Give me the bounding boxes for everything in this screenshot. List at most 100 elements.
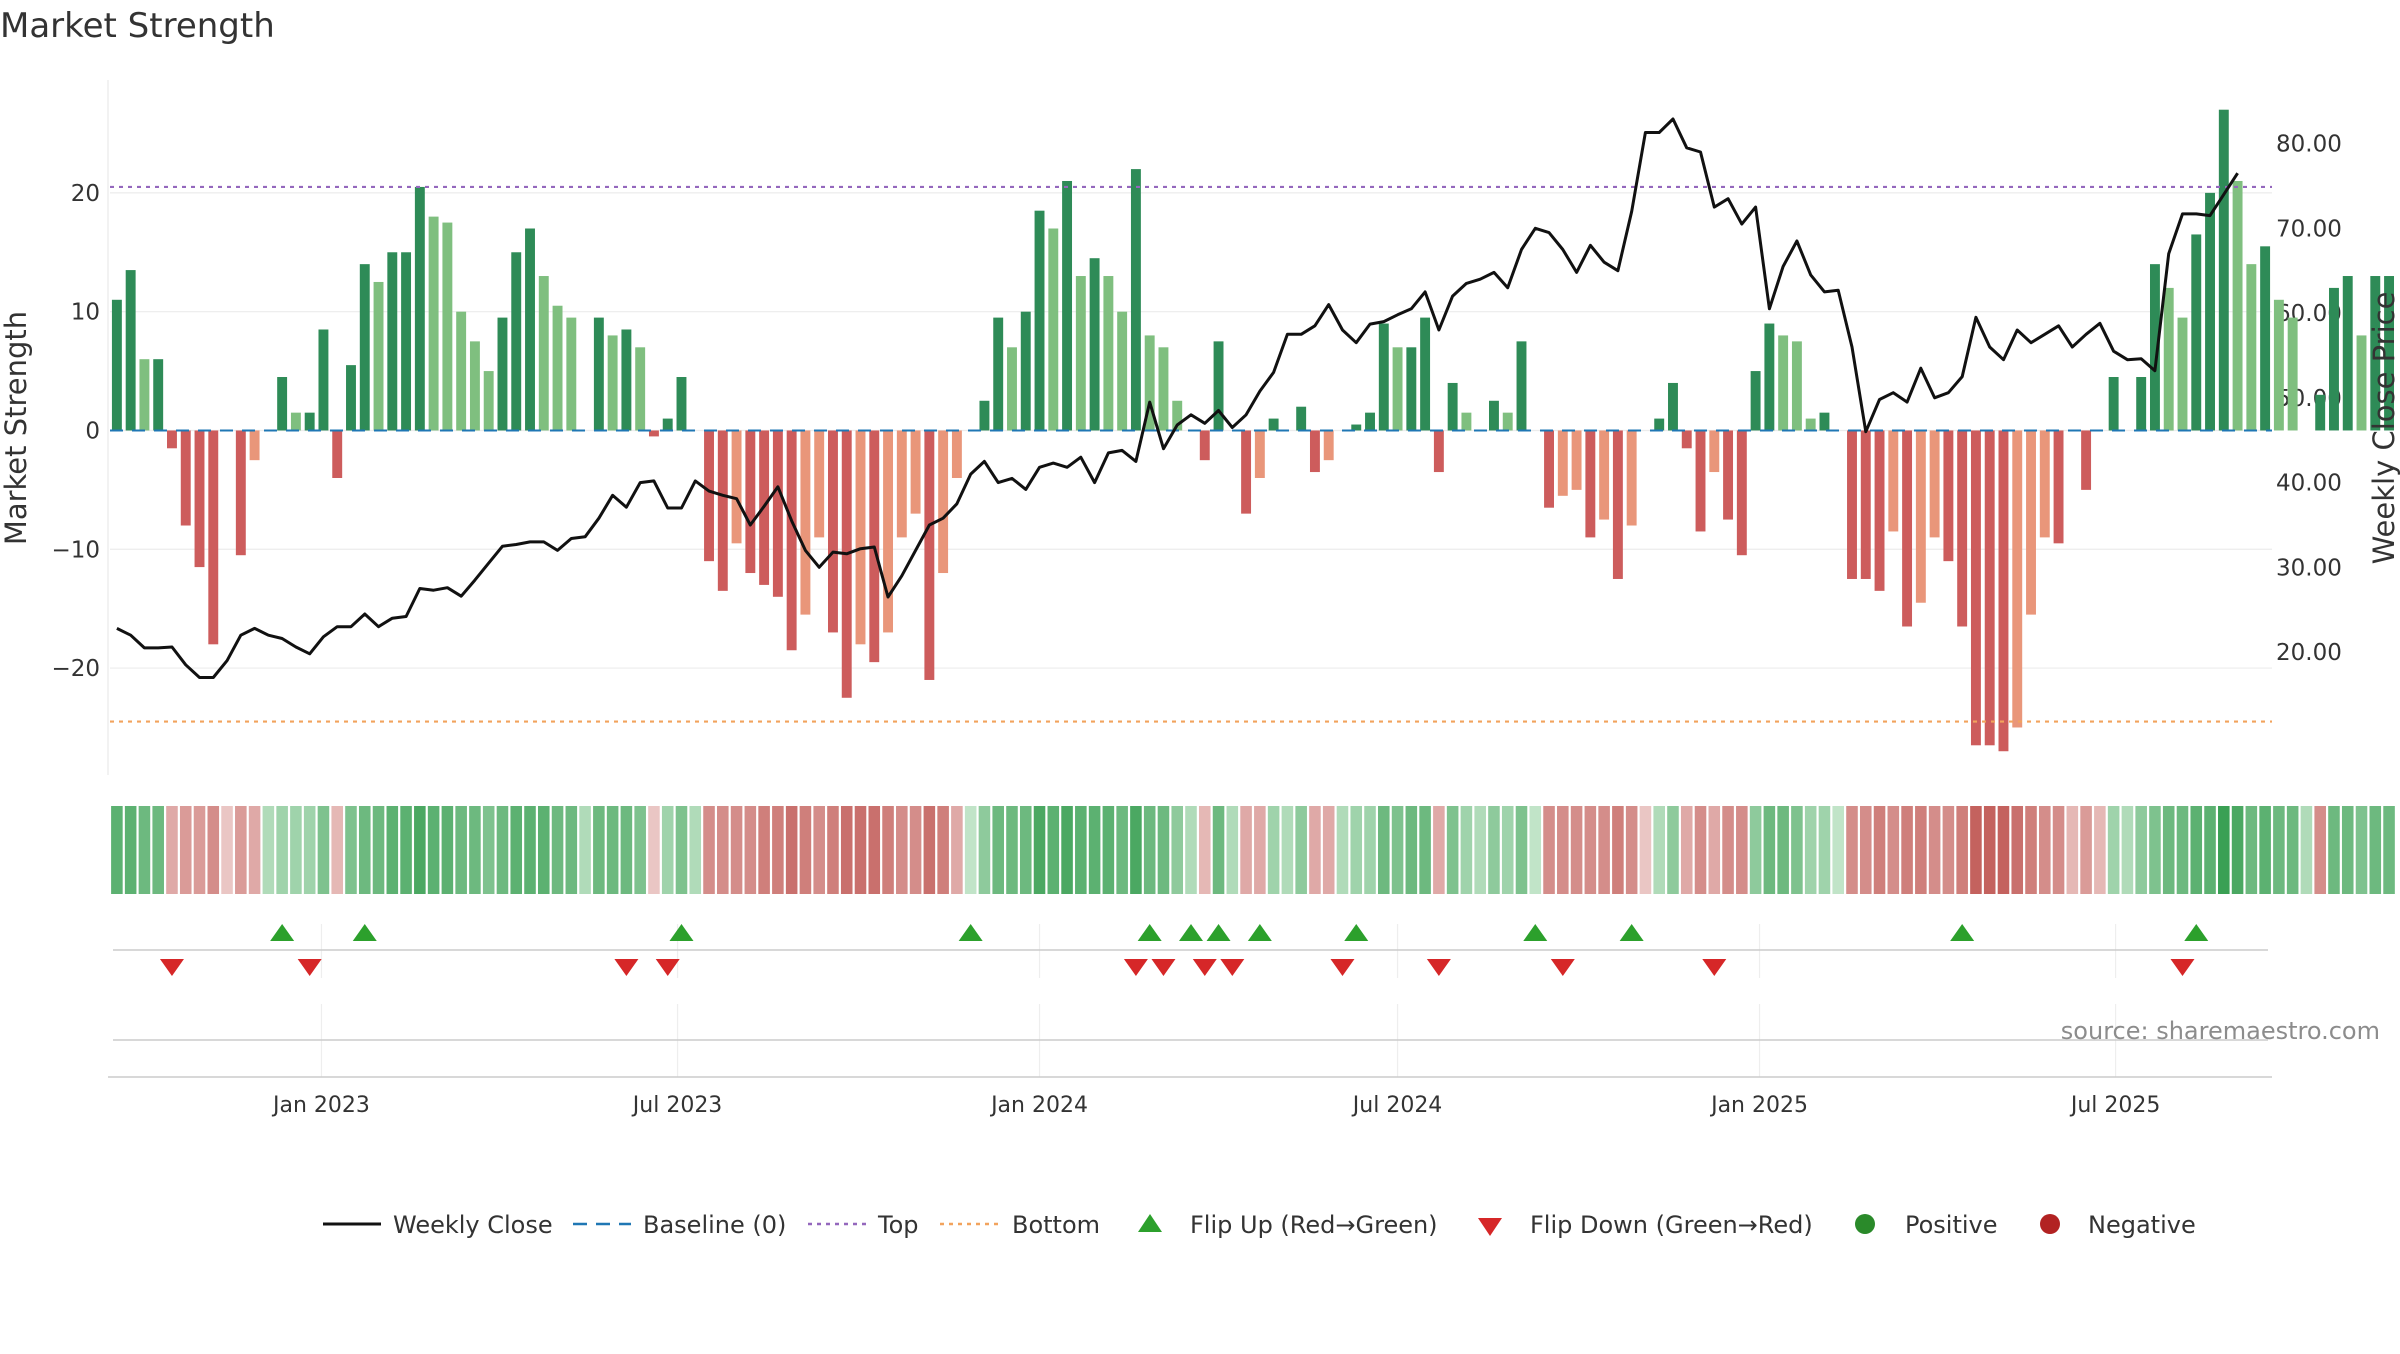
heat-cell (579, 806, 591, 894)
heat-cell (1405, 806, 1418, 894)
heat-cell (1171, 806, 1184, 894)
heat-cell (2218, 806, 2230, 894)
flip-down-marker (1550, 959, 1575, 976)
heat-cell (1942, 806, 1955, 894)
flip-panel-gridlines (320, 924, 2117, 978)
flip-down-marker (614, 959, 639, 976)
strength-bar (1805, 418, 1816, 431)
strength-bar (2287, 317, 2298, 431)
heat-cell (1474, 806, 1486, 894)
left-tick-label: −10 (51, 537, 100, 563)
heat-cell (882, 806, 894, 894)
strength-bar (1750, 371, 1761, 431)
flip-down-marker (1330, 959, 1355, 976)
flip-up-marker (669, 924, 694, 941)
flip-down-marker (655, 959, 680, 976)
heat-cell (1625, 806, 1638, 894)
heat-cell (648, 806, 660, 894)
legend-item-positive: Positive (1855, 1211, 1998, 1239)
heat-cell (1667, 806, 1679, 894)
heat-cell (345, 806, 357, 894)
heat-cell (1391, 806, 1404, 894)
strength-bar (1860, 430, 1871, 579)
flip-up-marker (1206, 924, 1231, 941)
strength-bar (1406, 347, 1417, 431)
strength-bar (525, 228, 535, 431)
strength-bar (290, 412, 301, 431)
strength-bar (442, 222, 453, 431)
flip-markers-panel (113, 924, 2268, 978)
strength-bar (332, 430, 343, 478)
heat-cell (207, 806, 220, 894)
strength-bar (841, 430, 852, 698)
flip-down-marker (2170, 959, 2195, 976)
strength-bar (497, 317, 508, 431)
heat-cell (1446, 806, 1459, 894)
heat-cell (1915, 806, 1927, 894)
flip-up-marker (352, 924, 377, 941)
heat-cell (1543, 806, 1555, 894)
strength-bar (676, 377, 687, 431)
strength-bar (2149, 264, 2160, 431)
legend-label-bottom: Bottom (1012, 1211, 1100, 1239)
strength-bar (1791, 341, 1802, 431)
heat-cell (2149, 806, 2161, 894)
heat-cell (1033, 806, 1046, 894)
legend-label-flip-down: Flip Down (Green→Red) (1530, 1211, 1813, 1239)
heat-cell (2080, 806, 2092, 894)
heat-cell (1075, 806, 1087, 894)
heat-cell (1598, 806, 1610, 894)
strength-bar (235, 430, 246, 556)
strength-bar (1668, 382, 1678, 431)
heat-cell (1653, 806, 1665, 894)
strength-bar (2163, 287, 2174, 431)
strength-bar (979, 400, 990, 431)
date-tick-label: Jul 2025 (2069, 1093, 2161, 1118)
strength-bar (938, 430, 949, 574)
heat-cell (1460, 806, 1473, 894)
flip-down-marker (297, 959, 322, 976)
strength-bar (1089, 258, 1100, 431)
heat-cell (1873, 806, 1886, 894)
strength-bar (1213, 341, 1224, 431)
heat-cell (262, 806, 275, 894)
strength-bar (648, 430, 659, 437)
heat-cell (1846, 806, 1858, 894)
strength-bar (1516, 341, 1527, 431)
strength-bar (1323, 430, 1334, 461)
heat-cell (772, 806, 784, 894)
strength-bar (2273, 299, 2284, 431)
legend-flip-down-icon (1478, 1218, 1502, 1236)
heat-cell (2328, 806, 2340, 894)
strength-bar (167, 430, 177, 449)
left-tick-label: 10 (71, 300, 100, 326)
legend-item-bottom: Bottom (940, 1211, 1100, 1239)
strength-bar (194, 430, 205, 568)
strength-bar (704, 430, 714, 562)
heat-cell (2259, 806, 2271, 894)
weekly-close-line (116, 117, 2239, 679)
strength-bar (1062, 180, 1073, 431)
strength-bar (1488, 400, 1499, 431)
heat-cell (248, 806, 261, 894)
right-axis-title: Weekly Close Price (2367, 292, 2400, 565)
heat-cell (1997, 806, 2010, 894)
strength-bar (2191, 234, 2202, 431)
strength-bar (1902, 430, 1913, 627)
date-tick-labels: Jan 2023 Jul 2023 Jan 2024 Jul 2024 Jan 2025… (271, 1093, 2160, 1118)
heat-cell (179, 806, 192, 894)
heat-cell (1240, 806, 1252, 894)
flip-down-marker (159, 959, 184, 976)
strength-bar (249, 430, 260, 461)
heat-cell (2273, 806, 2285, 894)
strength-bar (2081, 430, 2092, 490)
heat-cell (1749, 806, 1762, 894)
heat-cell (303, 806, 316, 894)
strength-bar (1571, 430, 1582, 490)
heat-cell (909, 806, 922, 894)
strength-bar (1957, 430, 1968, 627)
heat-cell (2121, 806, 2134, 894)
heat-cell (2094, 806, 2106, 894)
heat-cell (1515, 806, 1528, 894)
